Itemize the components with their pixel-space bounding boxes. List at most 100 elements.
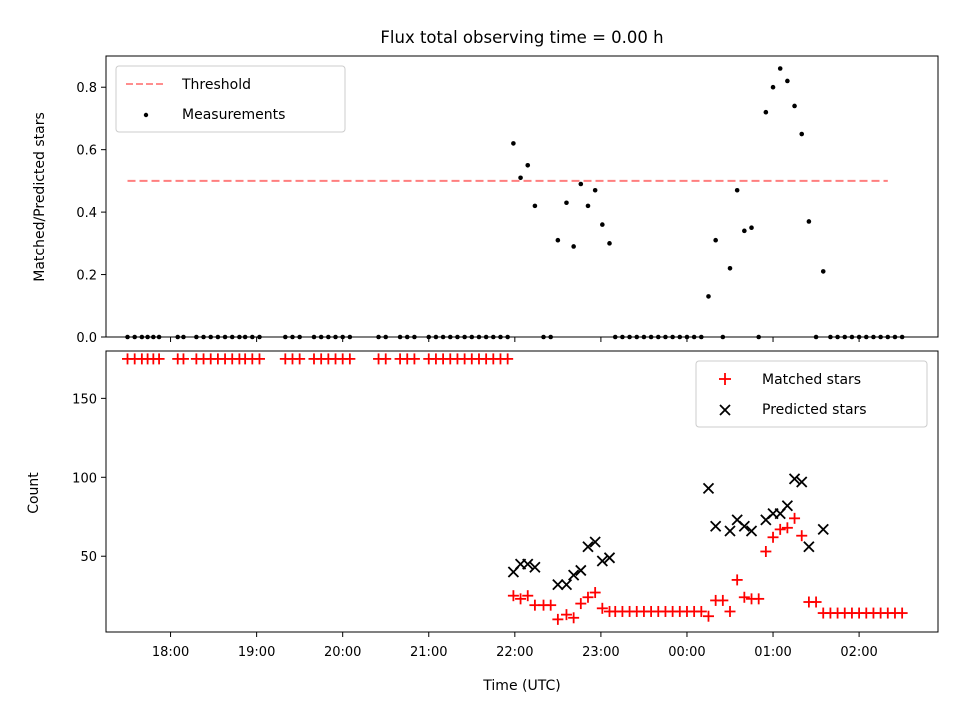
matched-star-point bbox=[575, 598, 587, 610]
predicted-star-point bbox=[788, 473, 801, 485]
matched-star-point bbox=[753, 593, 765, 605]
measurement-point bbox=[571, 244, 576, 249]
measurement-point bbox=[555, 237, 561, 243]
measurement-point bbox=[532, 203, 538, 209]
matched-star-point bbox=[695, 605, 707, 617]
measurement-point bbox=[749, 225, 754, 231]
predicted-star-point bbox=[568, 569, 580, 581]
predicted-star-point bbox=[745, 525, 758, 537]
measurement-point bbox=[511, 141, 516, 146]
matched-star-point bbox=[896, 607, 908, 619]
bottom-y-tick-label: 150 bbox=[72, 392, 97, 407]
predicted-star-point bbox=[738, 520, 750, 532]
matched-star-point bbox=[515, 593, 527, 605]
predicted-star-point bbox=[529, 561, 541, 573]
matched-star-point bbox=[760, 545, 772, 557]
predicted-star-point bbox=[589, 536, 601, 548]
bottom-x-tick-label: 21:00 bbox=[410, 645, 447, 660]
bottom-y-tick-label: 100 bbox=[72, 471, 97, 486]
predicted-star-point bbox=[575, 564, 587, 577]
matched-star-point bbox=[502, 353, 514, 365]
matched-star-point bbox=[596, 602, 608, 614]
matched-star-point bbox=[810, 596, 822, 608]
measurement-point bbox=[777, 66, 783, 71]
bottom-x-axis-label: Time (UTC) bbox=[482, 678, 560, 694]
predicted-star-point bbox=[552, 579, 564, 591]
matched-star-point bbox=[552, 613, 564, 625]
matched-star-point bbox=[560, 609, 572, 621]
bottom-x-tick-label: 18:00 bbox=[152, 645, 189, 660]
measurement-point bbox=[600, 222, 605, 227]
measurement-point bbox=[727, 266, 733, 271]
top-y-tick-label: 0.2 bbox=[76, 269, 97, 284]
chart-title: Flux total observing time = 0.00 h bbox=[380, 28, 663, 47]
matched-star-point bbox=[294, 353, 306, 365]
predicted-star-point bbox=[796, 476, 808, 488]
measurement-point bbox=[592, 187, 598, 193]
matched-star-point bbox=[767, 531, 779, 543]
matched-star-point bbox=[408, 353, 420, 365]
predicted-star-point bbox=[582, 541, 594, 553]
measurement-point bbox=[806, 219, 812, 224]
top-legend: Threshold Measurements bbox=[115, 65, 346, 133]
matched-star-point bbox=[568, 612, 580, 624]
matched-legend-swatch bbox=[719, 373, 731, 385]
bottom-x-tick-label: 02:00 bbox=[840, 645, 877, 660]
measurement-point bbox=[770, 84, 776, 90]
threshold-legend-label: Threshold bbox=[181, 77, 251, 93]
measurement-point bbox=[785, 78, 790, 84]
predicted-star-point bbox=[817, 523, 829, 536]
matched-star-point bbox=[781, 522, 793, 534]
bottom-x-tick-label: 23:00 bbox=[582, 645, 619, 660]
measurement-point bbox=[518, 175, 523, 181]
predicted-star-point bbox=[724, 525, 736, 537]
top-y-tick-label: 0.0 bbox=[76, 331, 97, 346]
matched-star-point bbox=[380, 353, 392, 365]
measurement-point bbox=[525, 162, 531, 168]
matched-star-point bbox=[153, 353, 165, 365]
bottom-x-tick-label: 01:00 bbox=[754, 645, 791, 660]
top-legend-box bbox=[115, 65, 346, 133]
predicted-star-point bbox=[596, 555, 608, 567]
top-y-axis-label: Matched/Predicted stars bbox=[32, 112, 48, 282]
bottom-y-tick-label: 50 bbox=[80, 550, 97, 565]
predicted-legend-label: Predicted stars bbox=[762, 402, 867, 418]
measurement-point bbox=[578, 181, 584, 187]
measurement-point bbox=[792, 103, 797, 109]
predicted-legend-swatch bbox=[719, 404, 731, 416]
matched-star-point bbox=[724, 605, 736, 617]
measurement-point bbox=[564, 200, 569, 206]
measurement-point bbox=[713, 237, 718, 243]
top-panel: Flux total observing time = 0.00 h Match… bbox=[32, 28, 939, 346]
measurement-point bbox=[706, 294, 711, 299]
matched-star-point bbox=[717, 594, 729, 606]
matched-star-point bbox=[731, 574, 743, 586]
matched-legend-label: Matched stars bbox=[762, 372, 861, 388]
measurement-point bbox=[742, 228, 747, 234]
matched-star-point bbox=[545, 599, 557, 611]
matched-star-point bbox=[738, 591, 750, 603]
bottom-x-tick-label: 00:00 bbox=[668, 645, 705, 660]
matched-star-point bbox=[702, 610, 714, 622]
predicted-star-point bbox=[522, 558, 534, 570]
measurements-legend-label: Measurements bbox=[182, 107, 285, 123]
predicted-star-point bbox=[710, 520, 722, 532]
bottom-y-axis-label: Count bbox=[26, 472, 42, 514]
top-y-tick-label: 0.8 bbox=[76, 81, 97, 96]
measurement-point bbox=[585, 203, 591, 209]
measurement-point bbox=[763, 109, 769, 115]
measurement-point bbox=[820, 269, 826, 274]
matched-star-point bbox=[582, 591, 594, 603]
matched-star-point bbox=[344, 353, 356, 365]
predicted-star-point bbox=[781, 500, 794, 512]
measurements-legend-swatch bbox=[143, 112, 149, 118]
bottom-panel: Count Time (UTC) 50 100 150 18:00 19:00 20:0… bbox=[26, 350, 939, 694]
top-y-ticks: 0.0 0.2 0.4 0.6 0.8 bbox=[76, 81, 106, 346]
bottom-x-tick-label: 20:00 bbox=[324, 645, 361, 660]
measurement-point bbox=[607, 241, 612, 246]
predicted-star-point bbox=[560, 579, 573, 591]
matched-star-point bbox=[589, 587, 601, 599]
bottom-x-ticks: 18:00 19:00 20:00 21:00 22:00 23:00 00:00 01:00… bbox=[152, 632, 878, 660]
matched-star-point bbox=[522, 590, 534, 602]
